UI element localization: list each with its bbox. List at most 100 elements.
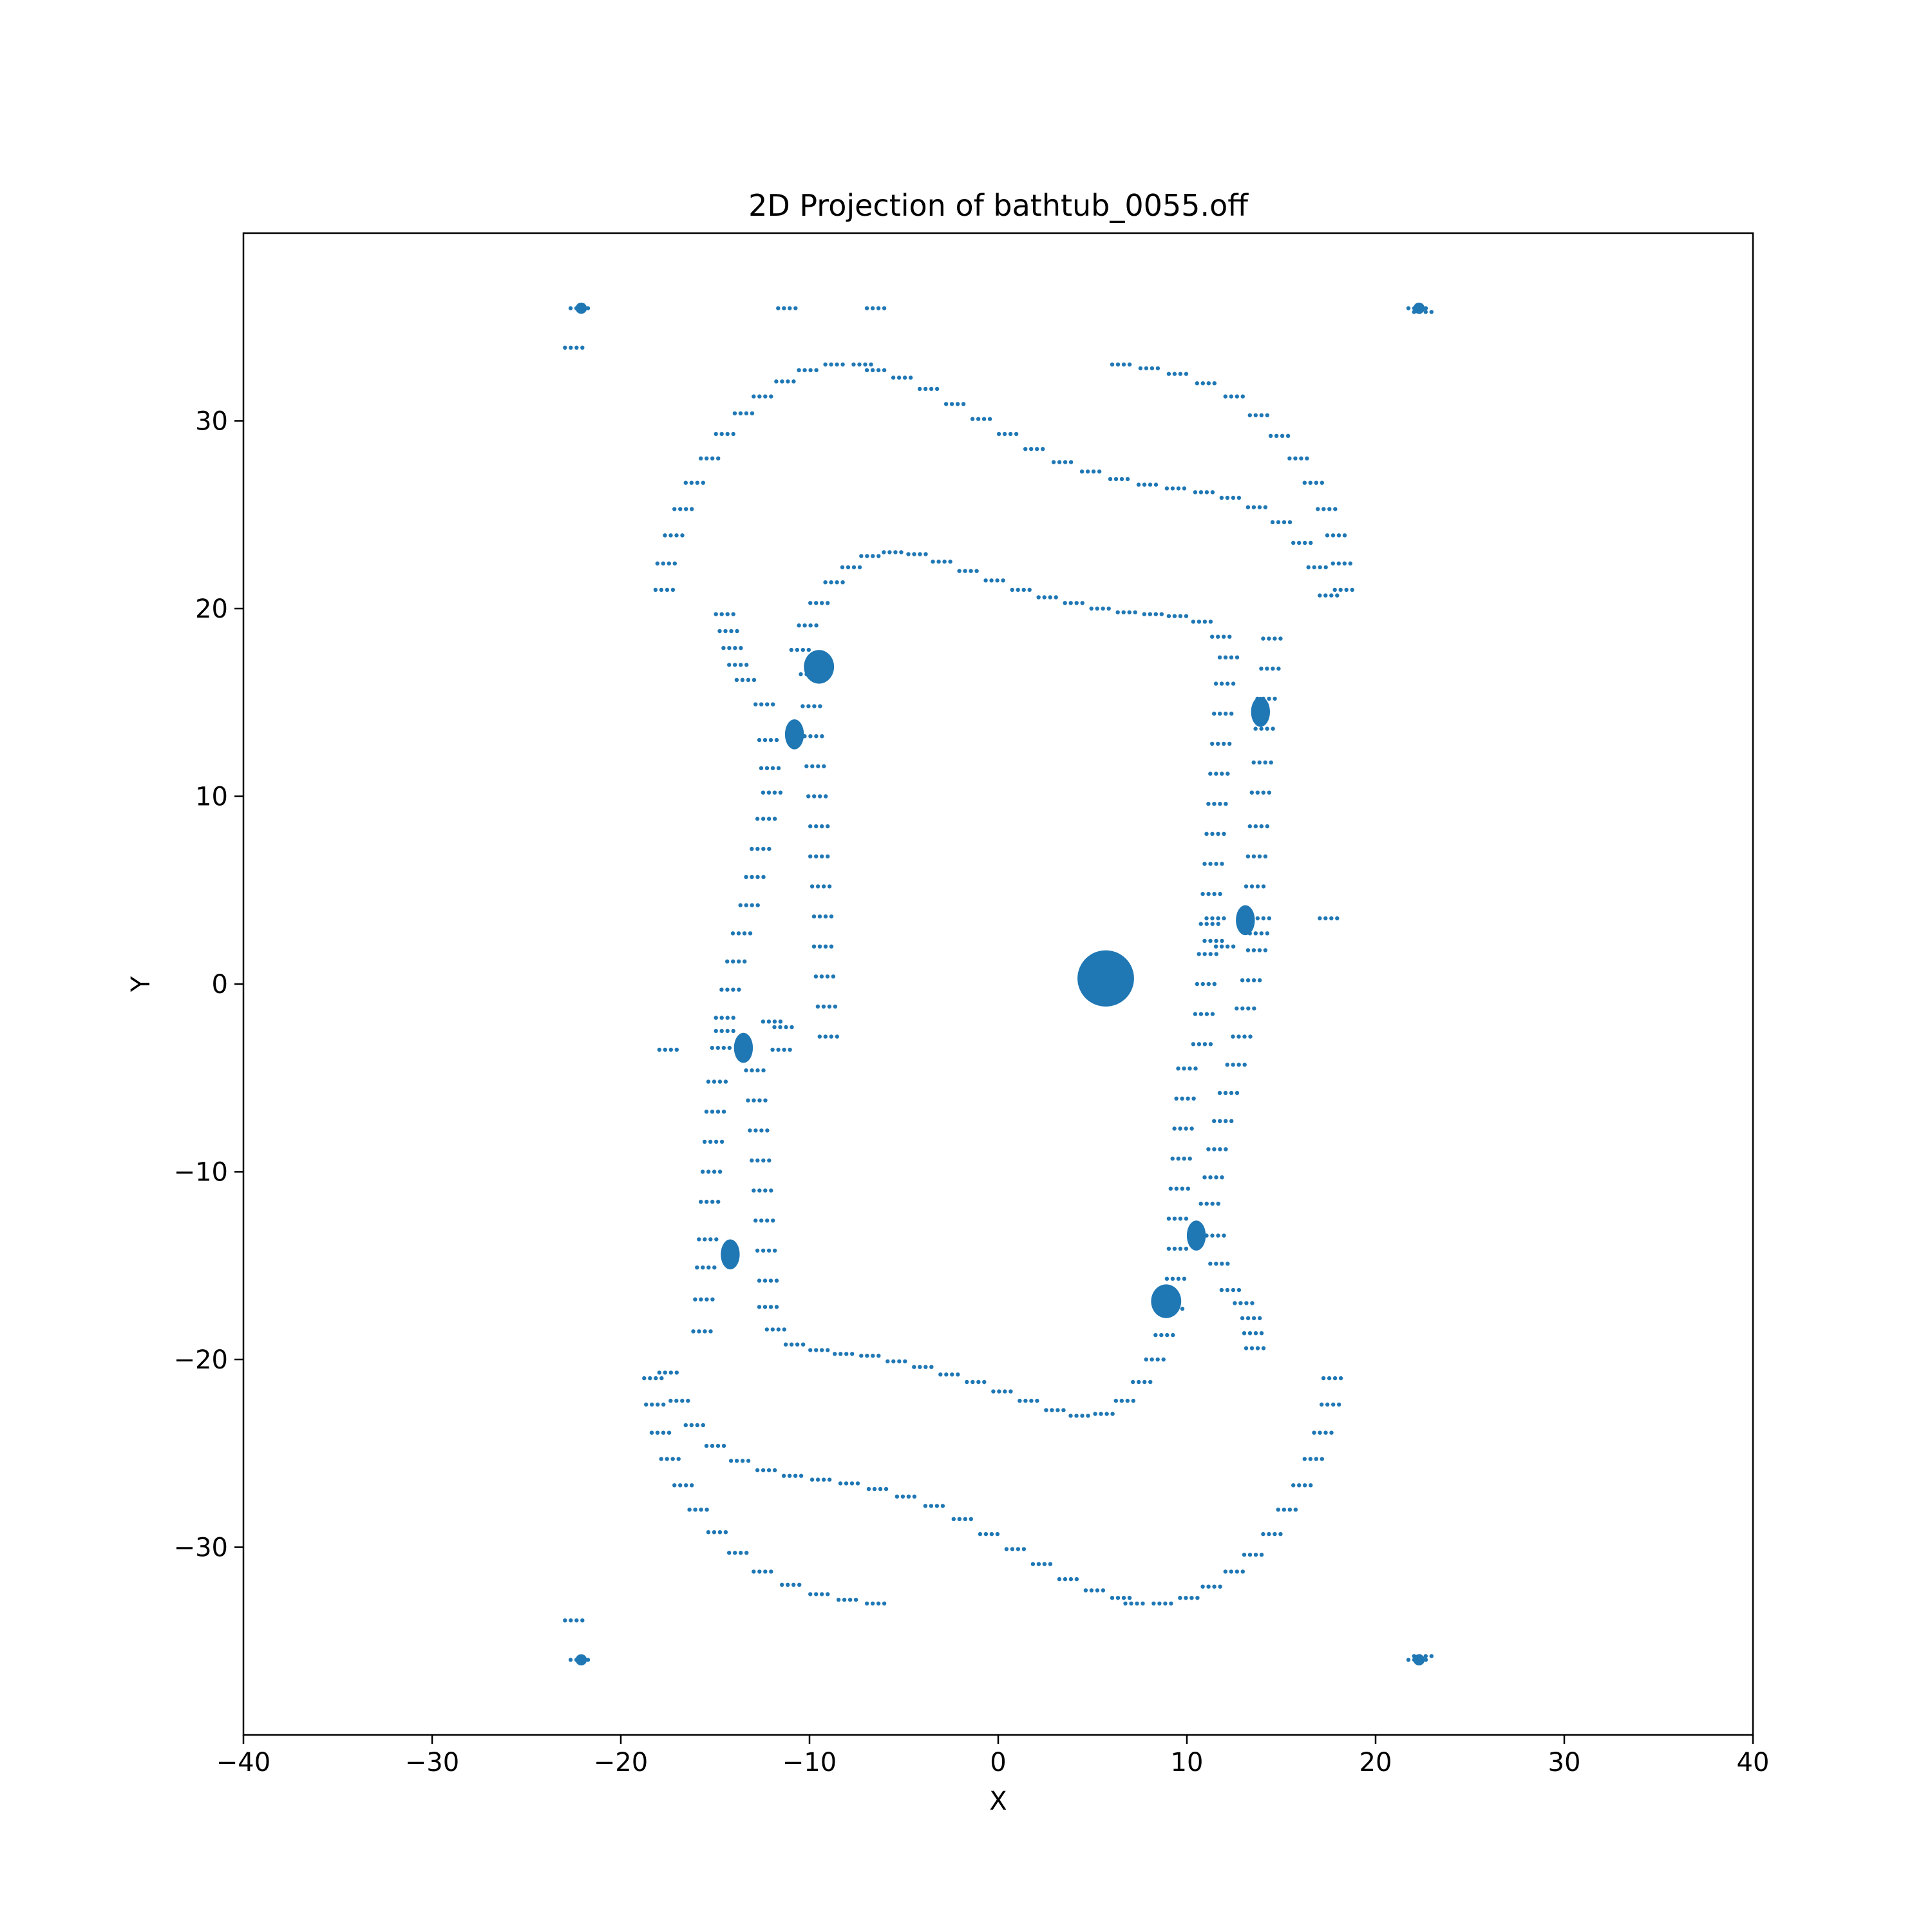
scatter-point bbox=[912, 1365, 934, 1369]
scatter-point bbox=[864, 306, 887, 310]
scatter-point bbox=[1142, 612, 1164, 616]
scatter-point bbox=[1153, 1332, 1175, 1338]
scatter-point bbox=[1057, 1577, 1079, 1582]
scatter-point bbox=[983, 578, 1005, 583]
scatter-point bbox=[1217, 1090, 1240, 1095]
scatter-point bbox=[808, 1592, 830, 1596]
scatter-point bbox=[1166, 614, 1189, 618]
scatter-point bbox=[1253, 726, 1275, 731]
scatter-point bbox=[730, 931, 753, 936]
scatter-point bbox=[753, 702, 775, 706]
scatter-point bbox=[1270, 520, 1293, 525]
scatter-point bbox=[714, 612, 735, 616]
scatter-point bbox=[965, 1379, 987, 1385]
scatter-point bbox=[757, 737, 779, 743]
scatter-point bbox=[1115, 610, 1137, 614]
scatter-point bbox=[808, 854, 830, 859]
x-axis-ticks: −40 −30 −20 −10 0 10 20 30 40 bbox=[216, 1735, 1770, 1777]
scatter-point bbox=[1261, 1531, 1283, 1537]
x-tick-label: −20 bbox=[594, 1748, 648, 1777]
scatter-point bbox=[699, 456, 721, 460]
scatter-point bbox=[1010, 587, 1032, 592]
scatter-point bbox=[1191, 1042, 1213, 1046]
scatter-point bbox=[991, 1389, 1013, 1394]
axes-frame bbox=[242, 232, 1754, 1736]
scatter-point bbox=[938, 1372, 960, 1377]
scatter-point bbox=[797, 368, 819, 372]
scatter-point bbox=[970, 417, 992, 421]
scatter-point bbox=[815, 1004, 838, 1009]
scatter-point bbox=[1259, 667, 1281, 671]
scatter-point bbox=[1312, 1430, 1334, 1435]
scatter-point bbox=[1210, 741, 1232, 746]
scatter-point bbox=[808, 824, 830, 829]
scatter-point bbox=[1023, 447, 1045, 451]
scatter-point bbox=[1202, 938, 1224, 943]
scatter-point bbox=[1068, 1414, 1090, 1418]
x-tick-label: −40 bbox=[216, 1748, 270, 1777]
x-tick-label: 20 bbox=[1359, 1748, 1392, 1777]
point-cluster bbox=[575, 302, 587, 314]
scatter-point bbox=[1332, 587, 1354, 592]
scatter-point bbox=[783, 1342, 806, 1347]
scatter-point bbox=[776, 306, 798, 310]
scatter-point bbox=[1178, 1596, 1200, 1600]
scatter-point bbox=[563, 1618, 585, 1623]
scatter-point bbox=[1200, 1584, 1222, 1589]
scatter-point bbox=[704, 1110, 726, 1114]
scatter-point bbox=[1036, 595, 1058, 600]
scatter-point bbox=[706, 1079, 728, 1084]
scatter-point bbox=[649, 1430, 672, 1435]
scatter-point bbox=[706, 1530, 728, 1535]
scatter-point bbox=[1242, 1331, 1264, 1336]
scatter-point bbox=[1051, 460, 1074, 464]
scatter-point bbox=[1318, 916, 1340, 921]
scatter-point bbox=[1030, 1562, 1053, 1566]
scatter-point bbox=[1291, 1483, 1313, 1488]
scatter-point bbox=[1198, 1201, 1220, 1206]
scatter-point bbox=[1213, 944, 1236, 949]
scatter-point bbox=[728, 1459, 751, 1463]
scatter-point bbox=[770, 1047, 792, 1052]
point-cluster bbox=[734, 1032, 753, 1063]
scatter-point bbox=[1204, 831, 1226, 837]
scatter-point bbox=[1144, 1357, 1166, 1362]
scatter-point bbox=[657, 1370, 679, 1375]
scatter-point bbox=[1193, 1012, 1215, 1016]
scatter-point bbox=[833, 1352, 855, 1356]
scatter-point bbox=[683, 480, 706, 485]
scatter-point bbox=[1231, 1034, 1253, 1039]
scatter-point bbox=[1244, 1346, 1266, 1350]
scatter-point bbox=[1136, 482, 1159, 487]
scatter-point bbox=[1063, 601, 1084, 605]
scatter-point bbox=[781, 1473, 804, 1478]
scatter-point bbox=[1306, 565, 1328, 570]
x-tick-label: 40 bbox=[1737, 1748, 1770, 1777]
scatter-point bbox=[931, 559, 952, 564]
scatter-point bbox=[800, 704, 822, 708]
scatter-point bbox=[864, 1601, 887, 1606]
scatter-point bbox=[752, 1569, 773, 1574]
scatter-point bbox=[1291, 540, 1313, 545]
scatter-point bbox=[1174, 1096, 1196, 1101]
scatter-point bbox=[957, 569, 979, 573]
scatter-point bbox=[886, 1359, 907, 1364]
scatter-point bbox=[663, 533, 685, 538]
scatter-point bbox=[1320, 1402, 1341, 1407]
scatter-point bbox=[895, 1494, 917, 1499]
scatter-point bbox=[806, 794, 828, 799]
scatter-point bbox=[750, 1158, 772, 1163]
plot-area bbox=[563, 302, 1434, 1666]
scatter-point bbox=[1113, 1398, 1136, 1403]
scatter-point bbox=[864, 368, 887, 372]
scatter-point bbox=[1235, 1006, 1256, 1011]
scatter-point bbox=[789, 647, 811, 652]
scatter-point bbox=[697, 1237, 719, 1242]
scatter-point bbox=[714, 1028, 735, 1034]
scatter-point bbox=[1251, 760, 1273, 765]
scatter-point bbox=[943, 402, 966, 406]
scatter-point bbox=[1018, 1398, 1039, 1403]
scatter-point bbox=[1223, 1569, 1245, 1574]
scatter-point bbox=[1276, 1508, 1298, 1512]
scatter-point bbox=[859, 1354, 881, 1358]
